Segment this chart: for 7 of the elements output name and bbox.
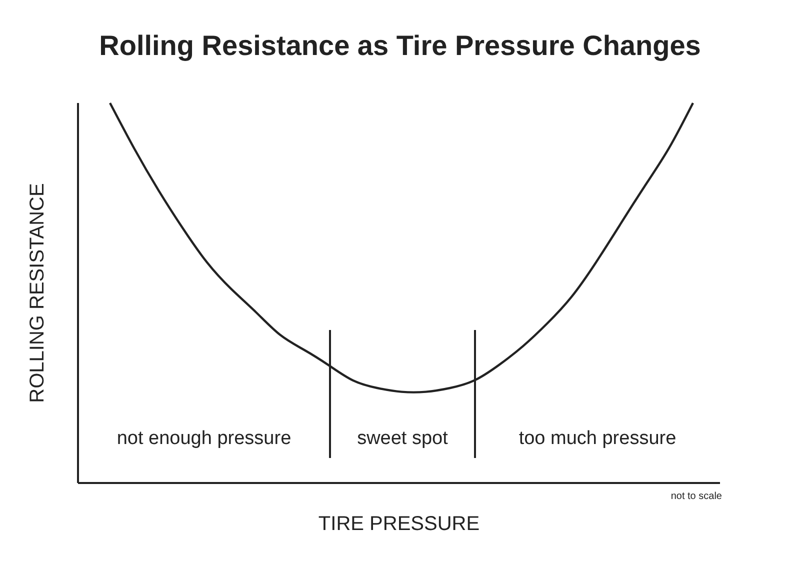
annotation: sweet spot <box>356 428 449 450</box>
text: not to scale <box>670 491 722 502</box>
annotation: not enough pressure <box>116 428 292 450</box>
chart-title: Rolling Resistance as Tire Pressure Changes <box>98 30 702 62</box>
x-axis-title: TIRE PRESSURE <box>317 513 481 536</box>
y-axis-title: ROLLING RESISTANCE <box>26 183 50 403</box>
annotation: too much pressure <box>518 428 678 450</box>
